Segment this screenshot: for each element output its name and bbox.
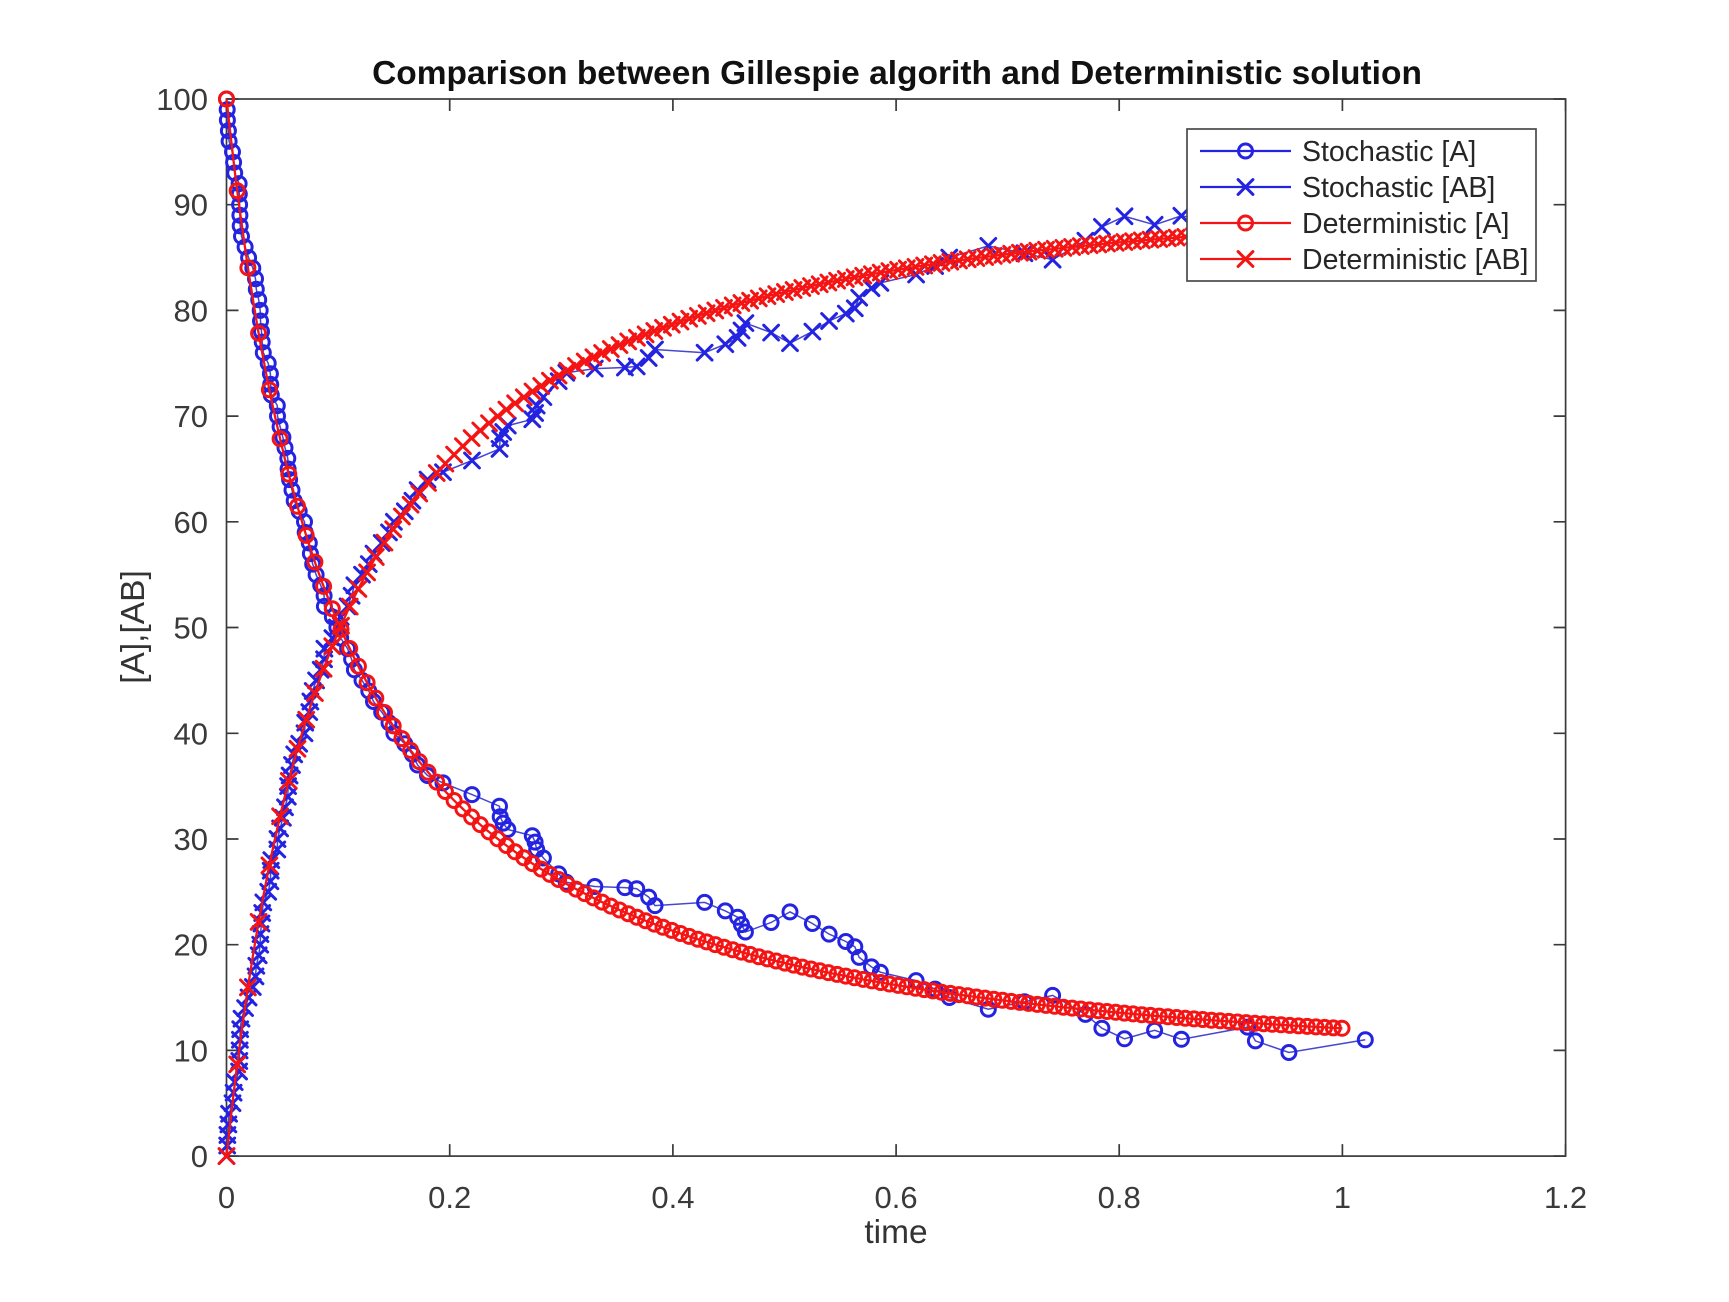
svg-text:50: 50 xyxy=(174,611,208,646)
svg-text:40: 40 xyxy=(174,716,208,751)
svg-text:0.6: 0.6 xyxy=(875,1180,918,1215)
svg-text:10: 10 xyxy=(174,1033,208,1068)
svg-text:70: 70 xyxy=(174,399,208,434)
svg-text:0: 0 xyxy=(218,1180,235,1215)
svg-text:60: 60 xyxy=(174,505,208,540)
svg-text:100: 100 xyxy=(156,82,208,117)
svg-text:0.2: 0.2 xyxy=(428,1180,471,1215)
svg-text:0: 0 xyxy=(191,1139,208,1174)
svg-text:1.2: 1.2 xyxy=(1544,1180,1587,1215)
svg-text:Stochastic [AB]: Stochastic [AB] xyxy=(1302,172,1495,204)
svg-text:0.8: 0.8 xyxy=(1098,1180,1141,1215)
svg-text:30: 30 xyxy=(174,822,208,857)
svg-text:time: time xyxy=(864,1214,927,1251)
svg-text:80: 80 xyxy=(174,293,208,328)
svg-text:20: 20 xyxy=(174,928,208,963)
svg-text:1: 1 xyxy=(1334,1180,1351,1215)
svg-text:0.4: 0.4 xyxy=(651,1180,694,1215)
svg-text:Deterministic [A]: Deterministic [A] xyxy=(1302,208,1509,240)
svg-text:Stochastic [A]: Stochastic [A] xyxy=(1302,136,1476,168)
svg-text:90: 90 xyxy=(174,188,208,223)
svg-text:Comparison between Gillespie a: Comparison between Gillespie algorith an… xyxy=(372,55,1422,92)
svg-text:Deterministic [AB]: Deterministic [AB] xyxy=(1302,244,1528,276)
svg-text:[A],[AB]: [A],[AB] xyxy=(115,570,152,684)
